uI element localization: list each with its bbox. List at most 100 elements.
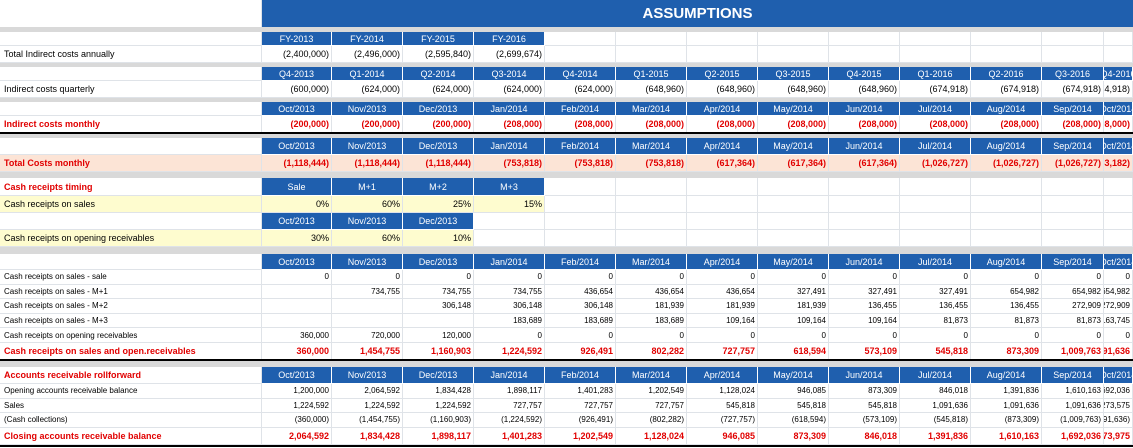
ar-cell[interactable]: (926,491) [545,413,616,428]
receipt-row-label[interactable]: Cash receipts on sales - M+3 [0,313,262,329]
empty-cell[interactable] [971,213,1042,230]
month-header[interactable]: Oct/2014 [1104,102,1133,116]
receipt-cell[interactable]: 0 [616,328,687,343]
receipts-total-cell[interactable]: 360,000 [262,343,332,360]
receipt-cell[interactable]: 81,873 [971,313,1042,329]
ar-row-label[interactable]: (Cash collections) [0,413,262,428]
closing-balance-cell[interactable]: 1,391,836 [900,428,971,445]
ar-cell[interactable]: (873,309) [971,413,1042,428]
empty-cell[interactable] [1042,32,1104,46]
ar-cell[interactable]: 1,273,575 [1104,398,1133,414]
total-cost-cell[interactable]: (753,818) [616,155,687,172]
ar-cell[interactable]: (802,282) [616,413,687,428]
month-header[interactable]: Oct/2013 [262,102,332,116]
quarter-header[interactable]: Q1-2014 [332,67,403,81]
receipt-cell[interactable]: 306,148 [403,299,474,314]
receipt-cell[interactable]: 360,000 [262,328,332,343]
receipt-cell[interactable]: 183,689 [545,313,616,329]
ar-cell[interactable]: 873,309 [829,384,900,399]
empty-cell[interactable] [616,196,687,213]
fy-header[interactable]: FY-2013 [262,32,332,46]
empty-cell[interactable] [758,196,829,213]
month-header[interactable]: Oct/2014 [1104,138,1133,155]
monthly-cost-cell[interactable]: (208,000) [1042,116,1104,133]
monthly-cost-cell[interactable]: (208,000) [545,116,616,133]
annual-cost-cell[interactable]: (2,699,674) [474,46,545,63]
receipt-cell[interactable]: 0 [1042,328,1104,343]
receipt-cell[interactable] [332,313,403,329]
empty-cell[interactable] [545,196,616,213]
receipt-cell[interactable]: 181,939 [616,299,687,314]
empty-cell[interactable] [758,230,829,247]
receipts-total-cell[interactable]: 618,594 [758,343,829,360]
receipt-cell[interactable]: 81,873 [1042,313,1104,329]
receipt-cell[interactable]: 0 [1104,328,1133,343]
receipt-cell[interactable]: 183,689 [616,313,687,329]
opening-month-header[interactable]: Nov/2013 [332,213,403,230]
quarterly-cost-cell[interactable]: (624,000) [545,81,616,98]
quarterly-cost-cell[interactable]: (674,918) [1104,81,1133,98]
receipts-total-cell[interactable]: 1,224,592 [474,343,545,360]
total-cost-cell[interactable]: (1,026,727) [971,155,1042,172]
receipt-cell[interactable]: 0 [262,270,332,285]
receipt-cell[interactable] [262,284,332,300]
empty-cell[interactable] [1042,213,1104,230]
receipt-cell[interactable]: 720,000 [332,328,403,343]
quarterly-cost-cell[interactable]: (624,000) [403,81,474,98]
quarterly-cost-cell[interactable]: (624,000) [332,81,403,98]
ar-row-label[interactable]: Sales [0,398,262,414]
ar-cell[interactable]: 946,085 [758,384,829,399]
receipts-total-cell[interactable]: 573,109 [829,343,900,360]
month-header[interactable]: Mar/2014 [616,138,687,155]
empty-cell[interactable] [971,32,1042,46]
receipt-cell[interactable]: 0 [687,328,758,343]
receipt-cell[interactable]: 734,755 [403,284,474,300]
closing-balance-cell[interactable]: 1,128,024 [616,428,687,445]
annual-costs-label[interactable]: Total Indirect costs annually [0,46,262,63]
total-cost-cell[interactable]: (753,818) [474,155,545,172]
opening-timing-cell[interactable]: 10% [403,230,474,247]
empty-cell[interactable] [758,213,829,230]
receipt-cell[interactable]: 327,491 [900,284,971,300]
closing-balance-cell[interactable]: 2,064,592 [262,428,332,445]
total-cost-cell[interactable]: (1,118,444) [403,155,474,172]
receipt-cell[interactable]: 0 [474,328,545,343]
monthly-cost-cell[interactable]: (200,000) [332,116,403,133]
month-header[interactable]: Nov/2013 [332,367,403,384]
total-cost-cell[interactable]: (753,818) [545,155,616,172]
monthly-cost-cell[interactable]: (200,000) [262,116,332,133]
receipt-cell[interactable]: 109,164 [687,313,758,329]
month-header[interactable]: May/2014 [758,254,829,270]
receipt-cell[interactable]: 0 [900,328,971,343]
receipt-cell[interactable]: 0 [545,270,616,285]
blank-label[interactable] [0,102,262,116]
monthly-cost-cell[interactable]: (208,000) [829,116,900,133]
closing-balance-cell[interactable]: 1,898,117 [403,428,474,445]
receipts-total-cell[interactable]: 1,160,903 [403,343,474,360]
closing-balance-cell[interactable]: 1,610,163 [971,428,1042,445]
month-header[interactable]: May/2014 [758,367,829,384]
month-header[interactable]: Jan/2014 [474,367,545,384]
quarterly-cost-cell[interactable]: (600,000) [262,81,332,98]
empty-cell[interactable] [758,178,829,196]
ar-cell[interactable]: (573,109) [829,413,900,428]
month-header[interactable]: Jun/2014 [829,254,900,270]
empty-cell[interactable] [900,46,971,63]
ar-cell[interactable]: 727,757 [474,398,545,414]
ar-cell[interactable]: (1,224,592) [474,413,545,428]
monthly-cost-cell[interactable]: (200,000) [403,116,474,133]
quarter-header[interactable]: Q2-2015 [687,67,758,81]
ar-cell[interactable]: (1,091,636) [1104,413,1133,428]
receipt-cell[interactable]: 109,164 [758,313,829,329]
sales-timing-cell[interactable]: 15% [474,196,545,213]
receipt-cell[interactable] [262,299,332,314]
blank-label[interactable] [0,67,262,81]
closing-balance-cell[interactable]: 1,834,428 [332,428,403,445]
monthly-cost-cell[interactable]: (208,000) [971,116,1042,133]
ar-cell[interactable]: 1,898,117 [474,384,545,399]
receipt-cell[interactable]: 0 [758,328,829,343]
quarterly-cost-cell[interactable]: (674,918) [971,81,1042,98]
month-header[interactable]: Jun/2014 [829,367,900,384]
annual-cost-cell[interactable]: (2,595,840) [403,46,474,63]
receipt-cell[interactable]: 272,909 [1042,299,1104,314]
